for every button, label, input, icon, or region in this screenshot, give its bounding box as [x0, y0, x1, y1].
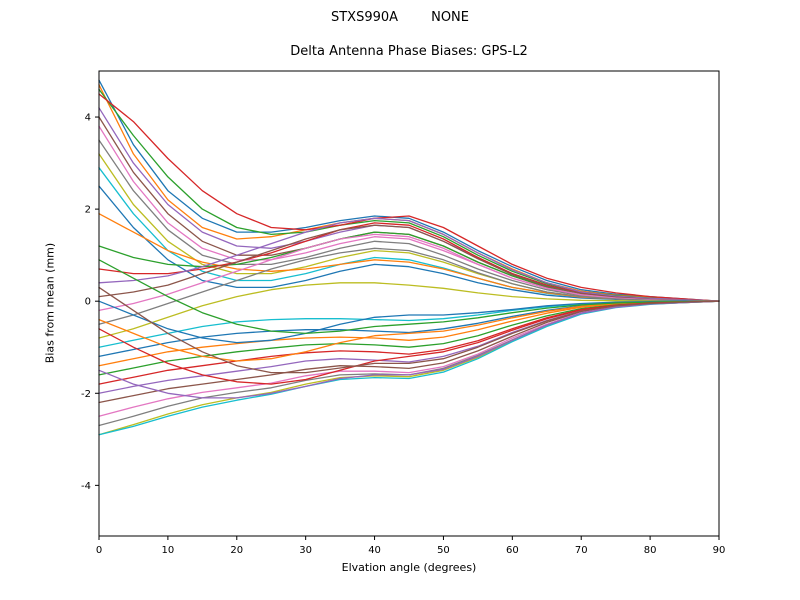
x-tick-label: 30	[299, 545, 312, 556]
figure-suptitle: STXS990A NONE	[330, 10, 469, 25]
x-axis-label: Elvation angle (degrees)	[341, 561, 477, 574]
x-tick-label: 0	[96, 545, 102, 556]
series-line-02	[98, 84, 720, 302]
series-line-05	[98, 107, 720, 302]
x-tick-label: 50	[437, 545, 450, 556]
y-tick-label: 4	[85, 113, 91, 124]
x-tick-label: 10	[162, 545, 175, 556]
series-line-35	[98, 300, 720, 399]
series-line-19	[98, 282, 720, 339]
x-tick-label: 40	[368, 545, 381, 556]
axes-frame	[98, 70, 720, 537]
series-line-36	[98, 286, 720, 374]
series-line-16	[98, 224, 720, 302]
series-line-27	[98, 300, 720, 417]
series-line-33	[98, 259, 720, 335]
series-line-17	[98, 233, 720, 312]
x-tick-label: 70	[575, 545, 588, 556]
series-line-01	[98, 79, 720, 302]
series-line-32	[98, 300, 720, 362]
x-tick-label: 90	[713, 545, 726, 556]
y-tick-label: -4	[81, 481, 91, 492]
y-tick-label: 2	[85, 205, 91, 216]
series-line-18	[98, 247, 720, 325]
axes-title: Delta Antenna Phase Biases: GPS-L2	[290, 44, 528, 59]
x-tick-label: 80	[644, 545, 657, 556]
series-line-15	[98, 217, 720, 302]
series-line-26	[98, 300, 720, 404]
x-tick-label: 60	[506, 545, 519, 556]
series-line-34	[98, 300, 720, 385]
y-tick-label: 0	[85, 297, 91, 308]
x-tick-label: 20	[230, 545, 243, 556]
series-line-04	[98, 93, 720, 302]
y-tick-label: -2	[81, 389, 91, 400]
series-line-31	[98, 300, 720, 344]
y-axis-label: Bias from mean (mm)	[43, 242, 57, 364]
